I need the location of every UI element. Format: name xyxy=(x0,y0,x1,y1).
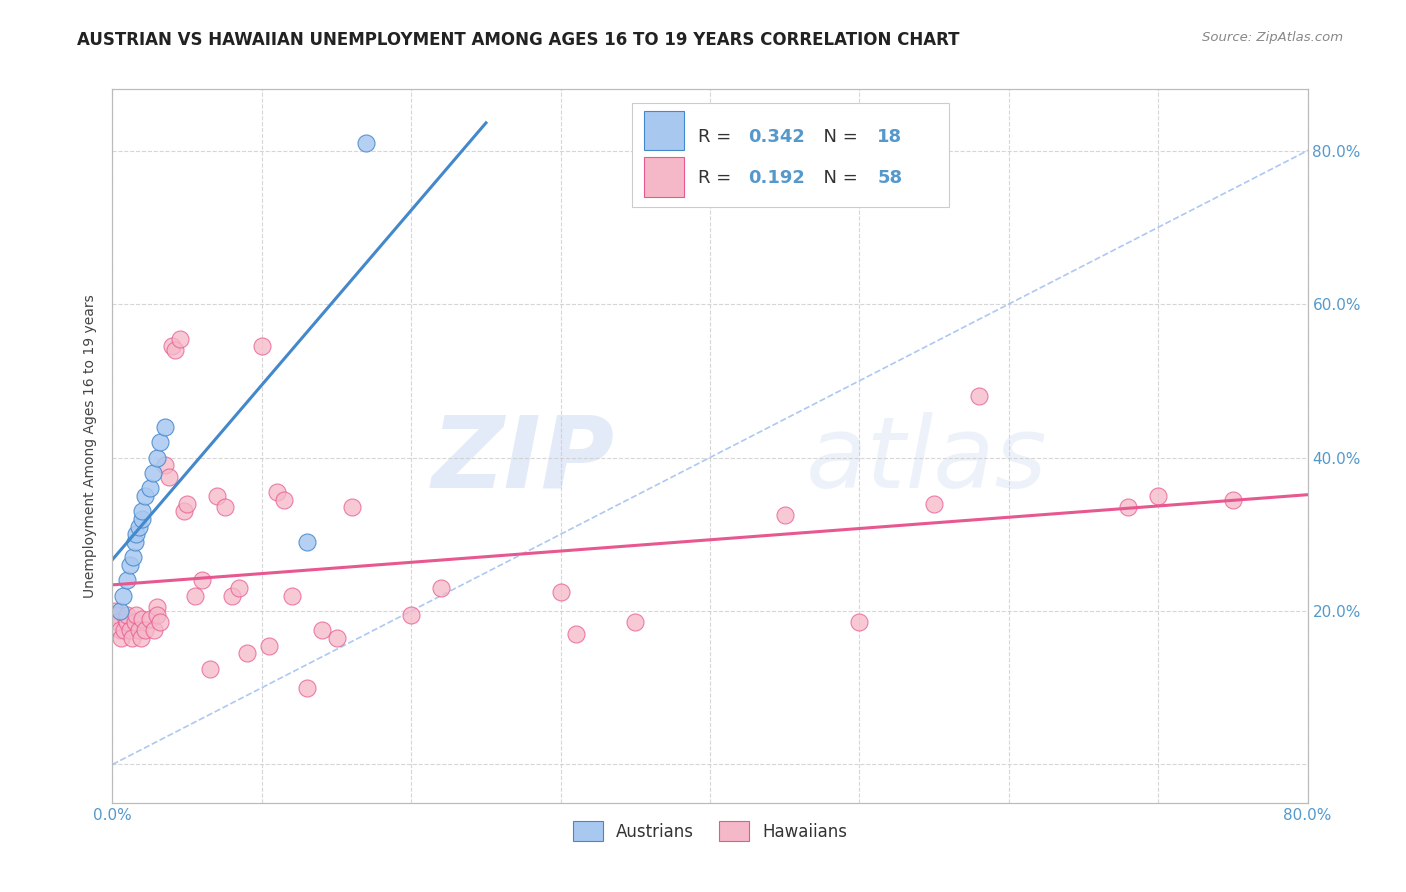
Point xyxy=(228,581,250,595)
Point xyxy=(134,489,156,503)
Point xyxy=(117,574,139,588)
Point xyxy=(157,469,180,483)
Point xyxy=(149,615,172,630)
Point xyxy=(124,535,146,549)
Point xyxy=(922,497,945,511)
Point xyxy=(153,419,176,434)
Point xyxy=(115,612,138,626)
Point xyxy=(120,623,142,637)
Point xyxy=(236,646,259,660)
Text: R =: R = xyxy=(699,128,737,145)
Point xyxy=(142,466,165,480)
Point xyxy=(143,623,166,637)
Point xyxy=(131,512,153,526)
Point xyxy=(131,504,153,518)
Point xyxy=(848,615,870,630)
Point xyxy=(624,615,647,630)
Y-axis label: Unemployment Among Ages 16 to 19 years: Unemployment Among Ages 16 to 19 years xyxy=(83,294,97,598)
Point xyxy=(259,639,281,653)
Point xyxy=(114,623,135,637)
Point xyxy=(125,527,148,541)
Point xyxy=(401,607,423,622)
Point xyxy=(325,631,347,645)
Point xyxy=(121,631,143,645)
Point xyxy=(169,332,191,346)
Point xyxy=(162,339,183,353)
Point xyxy=(120,558,142,572)
Legend: Austrians, Hawaiians: Austrians, Hawaiians xyxy=(567,814,853,848)
FancyBboxPatch shape xyxy=(644,157,683,196)
Point xyxy=(311,623,333,637)
Point xyxy=(967,389,990,403)
Point xyxy=(266,485,288,500)
Point xyxy=(153,458,176,473)
Point xyxy=(108,623,131,637)
Point xyxy=(273,492,295,507)
Point xyxy=(295,681,318,695)
Text: 18: 18 xyxy=(877,128,903,145)
Point xyxy=(149,435,172,450)
Point xyxy=(221,589,243,603)
Point xyxy=(124,615,146,630)
FancyBboxPatch shape xyxy=(633,103,949,207)
Point xyxy=(146,607,169,622)
Text: N =: N = xyxy=(811,169,863,187)
Point xyxy=(550,584,572,599)
Point xyxy=(105,607,128,622)
Point xyxy=(110,631,132,645)
Point xyxy=(1222,492,1244,507)
Point xyxy=(773,508,796,522)
Point xyxy=(108,604,131,618)
Point xyxy=(176,497,198,511)
Point xyxy=(250,339,273,353)
Text: ZIP: ZIP xyxy=(432,412,614,508)
Point xyxy=(146,450,169,465)
Point xyxy=(214,500,236,515)
Point xyxy=(117,615,139,630)
Point xyxy=(356,136,378,150)
Point xyxy=(139,612,162,626)
Point xyxy=(295,535,318,549)
Point xyxy=(111,589,134,603)
Point xyxy=(1147,489,1170,503)
Point xyxy=(107,615,129,630)
Point xyxy=(281,589,304,603)
Point xyxy=(198,661,221,675)
Text: 0.192: 0.192 xyxy=(748,169,806,187)
Point xyxy=(117,607,139,622)
Text: AUSTRIAN VS HAWAIIAN UNEMPLOYMENT AMONG AGES 16 TO 19 YEARS CORRELATION CHART: AUSTRIAN VS HAWAIIAN UNEMPLOYMENT AMONG … xyxy=(77,31,960,49)
Point xyxy=(191,574,214,588)
Text: Source: ZipAtlas.com: Source: ZipAtlas.com xyxy=(1202,31,1343,45)
Point xyxy=(1118,500,1140,515)
Point xyxy=(125,607,148,622)
Text: N =: N = xyxy=(811,128,863,145)
Text: 58: 58 xyxy=(877,169,903,187)
Point xyxy=(131,612,153,626)
Text: R =: R = xyxy=(699,169,737,187)
Point xyxy=(128,623,150,637)
Point xyxy=(165,343,187,357)
Text: 0.342: 0.342 xyxy=(748,128,806,145)
Point xyxy=(139,481,162,495)
Point xyxy=(340,500,363,515)
Point xyxy=(128,519,150,533)
Point xyxy=(146,600,169,615)
Point xyxy=(134,623,156,637)
FancyBboxPatch shape xyxy=(644,111,683,150)
Text: atlas: atlas xyxy=(806,412,1047,508)
Point xyxy=(173,504,195,518)
Point xyxy=(430,581,453,595)
Point xyxy=(129,631,152,645)
Point xyxy=(104,604,127,618)
Point xyxy=(122,550,145,565)
Point xyxy=(564,627,586,641)
Point xyxy=(205,489,228,503)
Point xyxy=(183,589,205,603)
